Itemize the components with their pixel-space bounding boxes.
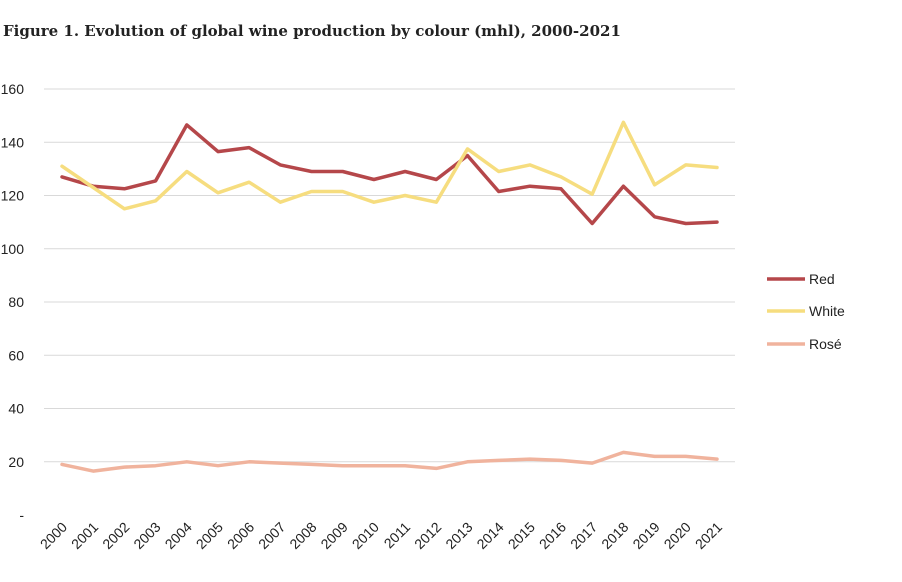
x-tick-label: 2021 xyxy=(692,519,725,552)
series-line-red xyxy=(60,123,719,226)
x-tick-label: 2017 xyxy=(567,519,600,552)
x-tick-label: 2002 xyxy=(99,519,132,552)
x-tick-label: 2014 xyxy=(473,519,506,552)
series-line-white xyxy=(60,120,719,211)
legend-label: Rosé xyxy=(809,336,842,352)
y-tick-label: 120 xyxy=(1,188,25,204)
x-tick-label: 2019 xyxy=(629,519,662,552)
x-tick-label: 2007 xyxy=(255,519,288,552)
x-tick-label: 2004 xyxy=(162,519,195,552)
y-axis-ticks: - 20 40 60 80 100 120 140 160 xyxy=(1,81,25,523)
legend-label: White xyxy=(809,303,845,319)
x-tick-label: 2011 xyxy=(381,519,414,552)
y-tick-label: 160 xyxy=(1,81,25,97)
x-tick-label: 2009 xyxy=(317,519,350,552)
x-tick-label: 2006 xyxy=(224,519,257,552)
x-tick-label: 2012 xyxy=(411,519,444,552)
legend-label: Red xyxy=(809,271,835,287)
y-tick-label: 80 xyxy=(8,294,24,310)
x-tick-label: 2013 xyxy=(442,519,475,552)
series-lines xyxy=(60,120,719,473)
series-line-ros xyxy=(60,450,719,473)
x-tick-label: 2000 xyxy=(37,519,70,552)
x-tick-label: 2010 xyxy=(349,519,382,552)
x-tick-label: 2001 xyxy=(68,519,101,552)
grid-lines xyxy=(44,88,735,463)
x-tick-label: 2008 xyxy=(286,519,319,552)
chart-title: Figure 1. Evolution of global wine produ… xyxy=(3,22,621,40)
x-tick-label: 2015 xyxy=(505,519,538,552)
y-tick-label: 100 xyxy=(1,241,25,257)
y-tick-label: 60 xyxy=(8,347,24,363)
y-tick-label: 40 xyxy=(8,401,24,417)
x-tick-label: 2005 xyxy=(193,519,226,552)
x-tick-label: 2020 xyxy=(661,519,694,552)
x-axis-ticks: 2000200120022003200420052006200720082009… xyxy=(37,519,725,552)
y-tick-label: 20 xyxy=(8,454,24,470)
x-tick-label: 2016 xyxy=(536,519,569,552)
legend: Red White Rosé xyxy=(767,271,845,352)
x-tick-label: 2003 xyxy=(130,519,163,552)
y-tick-label: 140 xyxy=(1,134,25,150)
y-tick-label: - xyxy=(19,507,24,523)
x-tick-label: 2018 xyxy=(598,519,631,552)
